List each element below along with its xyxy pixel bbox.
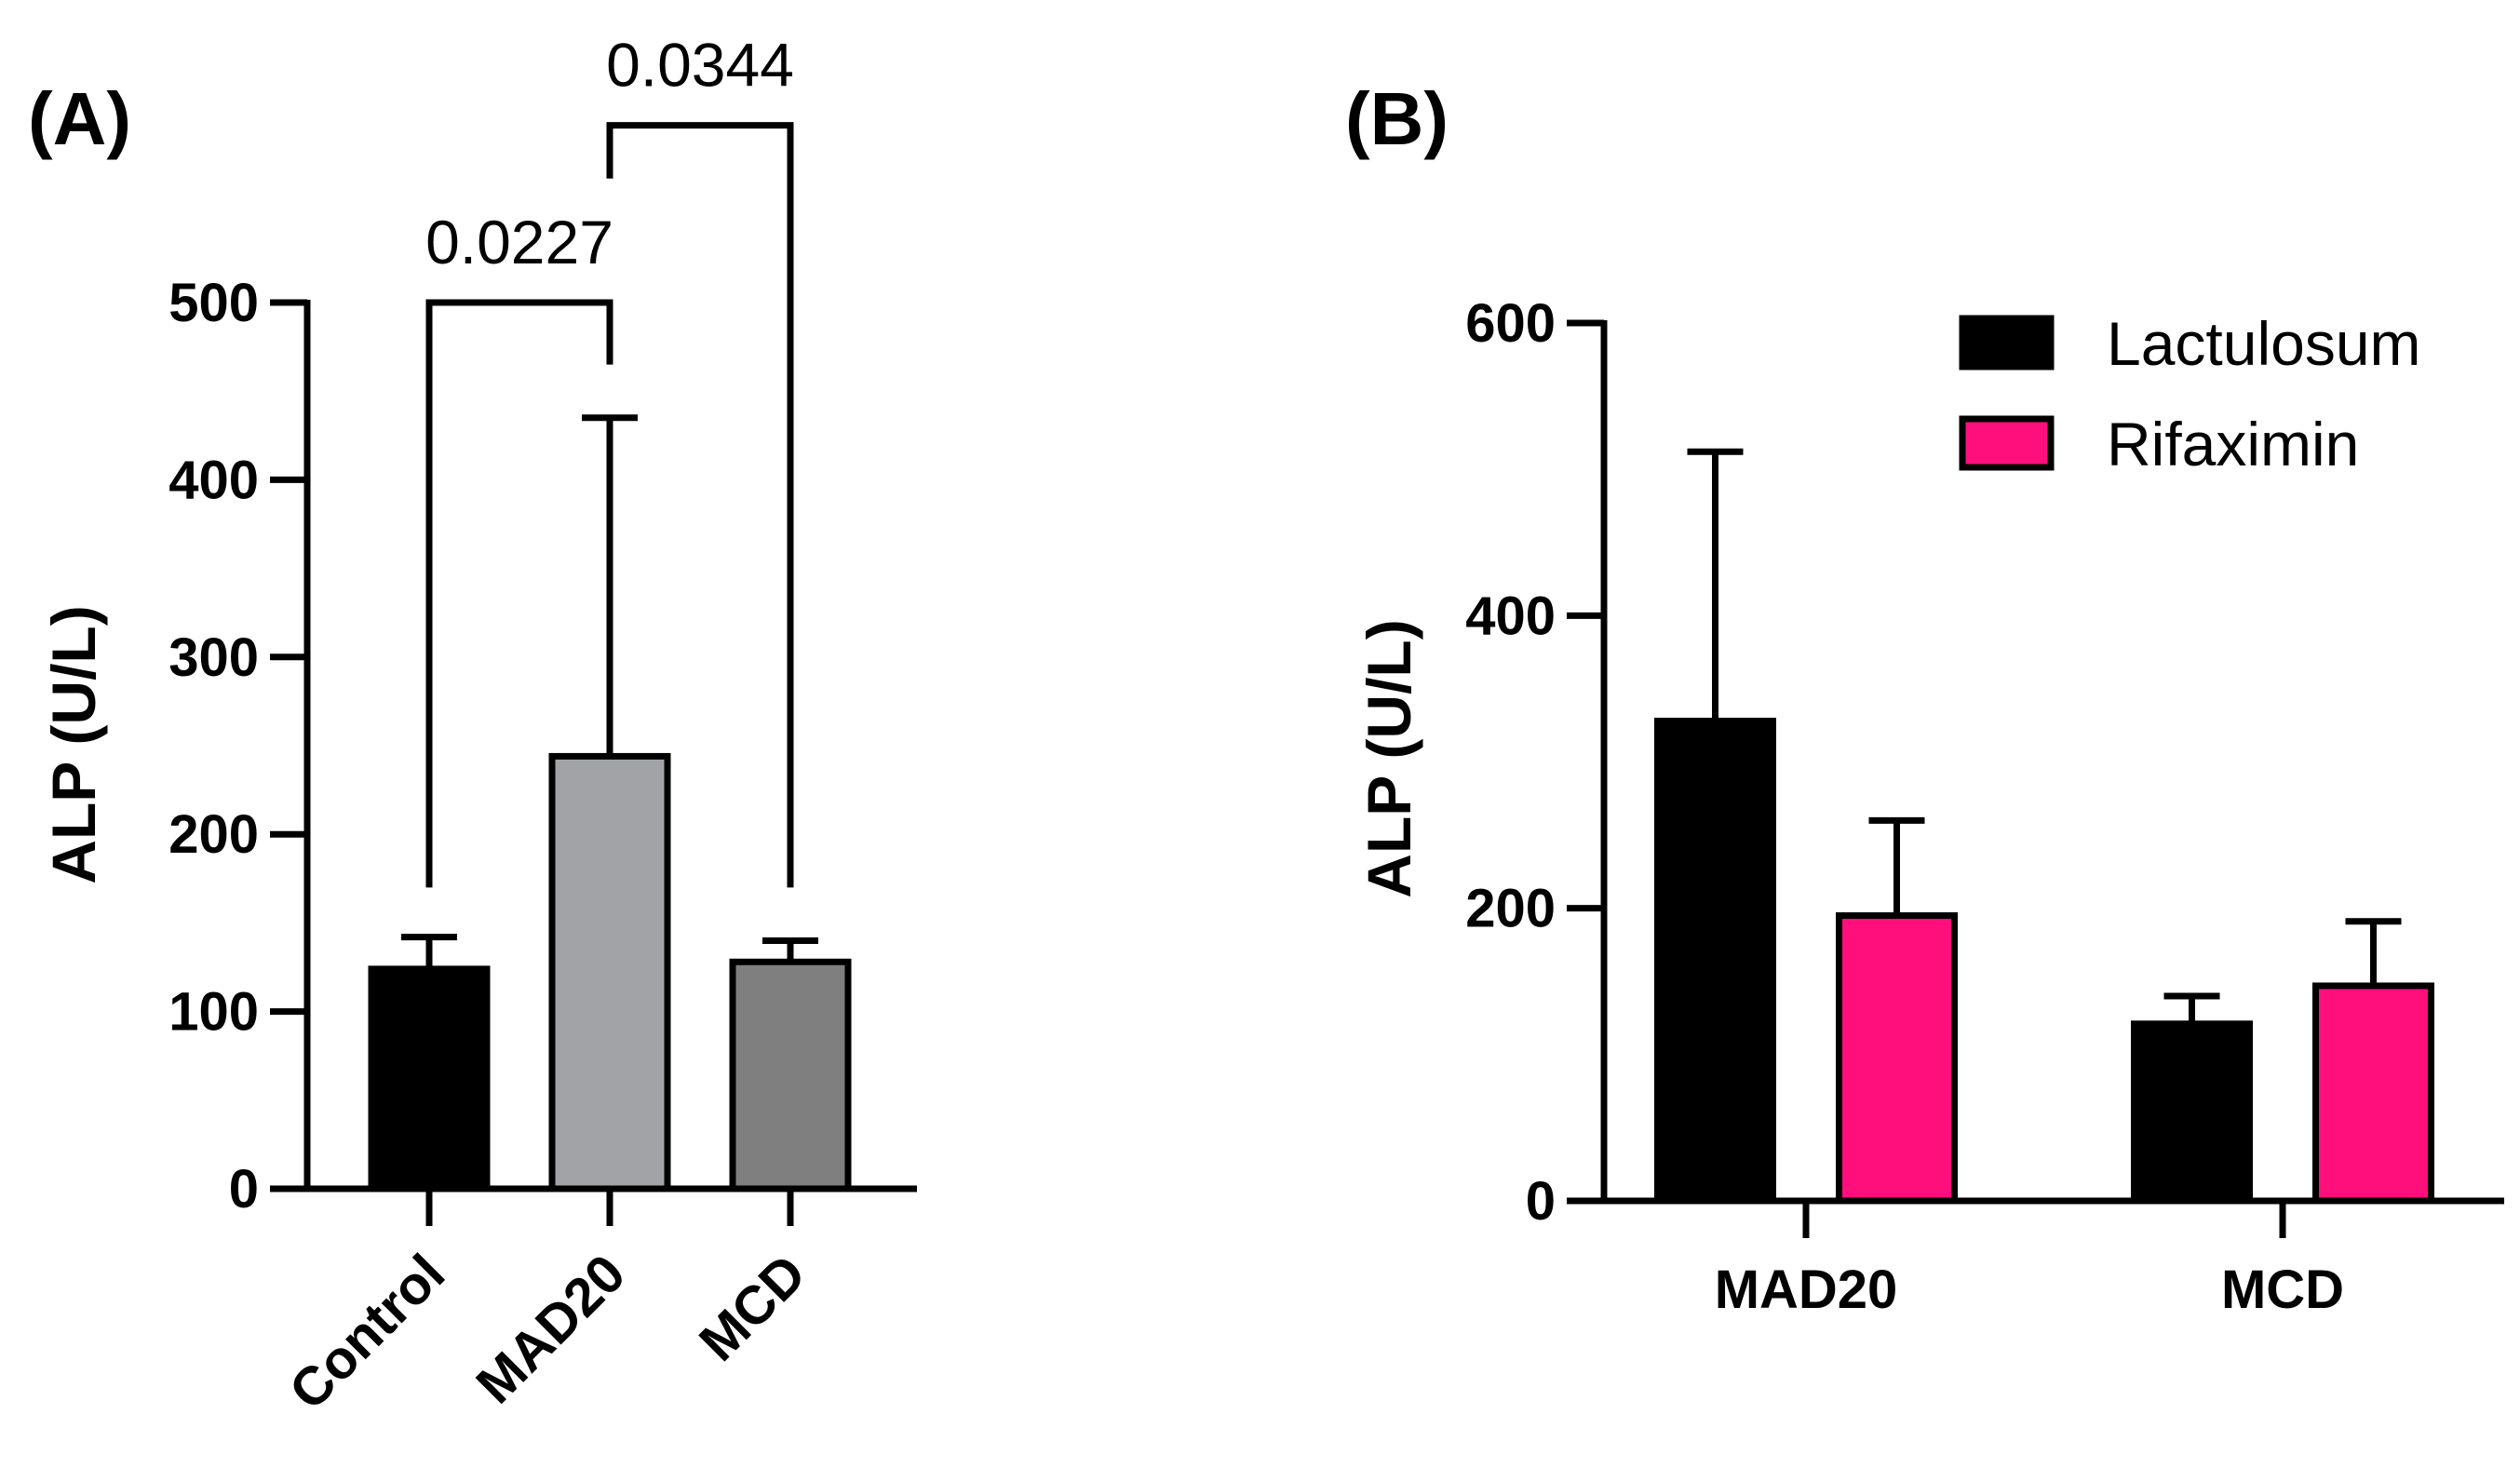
panel-b-bar-lactulosum-mcd: [2131, 1020, 2253, 1205]
panel-b-x-tick-label: MCD: [2221, 1260, 2344, 1320]
panel-a-label: (A): [28, 77, 131, 160]
panel-b-bar-rifaximin-mcd: [2312, 982, 2434, 1205]
panel-a-x-tick-label: Control: [277, 1243, 456, 1421]
panel-a-p-value-label: 0.0344: [606, 31, 794, 100]
panel-a-y-tick-label: 400: [168, 450, 259, 510]
panel-a-y-tick-label: 500: [168, 273, 259, 333]
panel-a-significance-bracket: [425, 299, 613, 888]
panel-a-p-value-label: 0.0227: [425, 208, 613, 276]
panel-b-y-tick-label: 600: [1465, 293, 1556, 354]
panel-a-x-tick-label: MCD: [688, 1243, 817, 1372]
panel-a-y-tick-label: 0: [229, 1159, 259, 1219]
panel-b-legend-label: Lactulosum: [2107, 309, 2421, 378]
panel-b-label: (B): [1345, 77, 1449, 160]
panel-a-bar-mcd: [729, 958, 852, 1192]
panel-b-x-tick-label: MAD20: [1715, 1260, 1898, 1320]
panel-a-y-axis-title: ALP (U/L): [39, 605, 108, 883]
panel-b-y-tick-label: 0: [1526, 1171, 1556, 1232]
panel-b-bar-chart: (B) ALP (U/L) 0 200 400 600 MAD20 MCD Lactulos…: [1345, 77, 2504, 1320]
panel-a-y-tick-label: 300: [168, 627, 259, 688]
panel-a-bar-chart: (A) ALP (U/L) 0 100 200 300 400 500 Control MAD…: [28, 31, 917, 1421]
panel-a-significance-bracket: [606, 122, 794, 888]
panel-b-y-axis-title: ALP (U/L): [1354, 619, 1423, 897]
panel-b-legend-swatch: [1959, 415, 2055, 471]
panel-a-x-tick-label: MAD20: [465, 1243, 637, 1415]
panel-a-bar-control: [368, 965, 491, 1192]
panel-a-y-tick-label: 100: [168, 982, 259, 1043]
panel-b-legend-swatch: [1959, 315, 2055, 370]
panel-b-y-tick-label: 200: [1465, 879, 1556, 939]
panel-b-y-tick-label: 400: [1465, 586, 1556, 646]
panel-b-bar-rifaximin-mad20: [1836, 912, 1958, 1205]
panel-b-bar-lactulosum-mad20: [1654, 717, 1776, 1205]
panel-a-bar-mad20: [548, 752, 671, 1192]
panel-a-y-tick-label: 200: [168, 804, 259, 865]
panel-b-legend-label: Rifaximin: [2107, 410, 2359, 478]
